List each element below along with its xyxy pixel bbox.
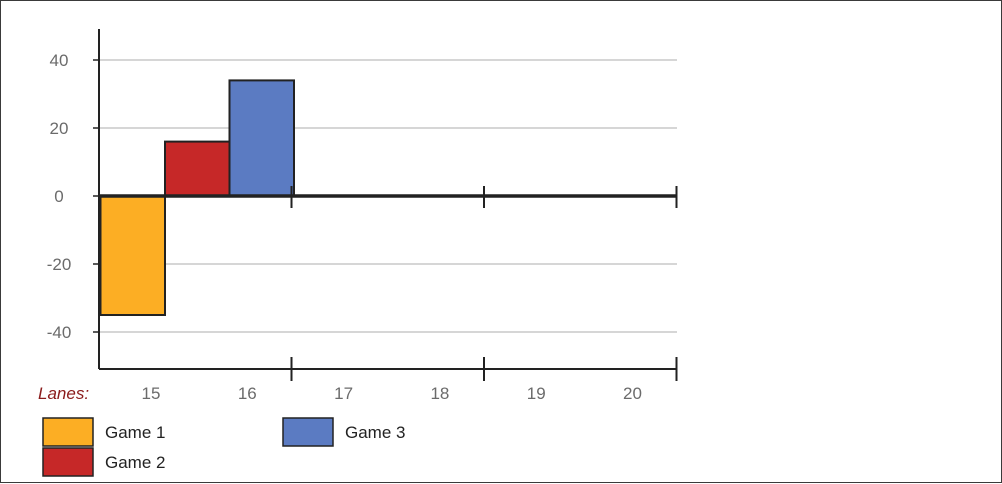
bar-game-1 — [99, 195, 166, 316]
legend-label: Game 1 — [105, 423, 165, 442]
gridlines — [99, 59, 677, 333]
y-tick-label: -20 — [47, 255, 72, 274]
x-tick-label: 17 — [334, 384, 353, 403]
x-tick-label: 19 — [527, 384, 546, 403]
y-tick-label: 40 — [50, 51, 69, 70]
legend-label: Game 3 — [345, 423, 405, 442]
y-tick-label: -40 — [47, 323, 72, 342]
y-tick-labels: 40 20 0 -20 -40 — [47, 51, 72, 342]
legend-label: Game 2 — [105, 453, 165, 472]
x-axis-prefix: Lanes: — [38, 384, 89, 403]
x-tick-label: 16 — [238, 384, 257, 403]
legend-swatch — [42, 447, 94, 477]
legend: Game 1 Game 2 Game 3 — [42, 417, 405, 477]
x-tick-label: 15 — [142, 384, 161, 403]
x-tick-labels: Lanes: 15 16 17 18 19 20 — [38, 384, 642, 403]
x-tick-label: 18 — [430, 384, 449, 403]
legend-swatch — [42, 417, 94, 447]
bar-game-2 — [164, 140, 231, 198]
y-tick-label: 20 — [50, 119, 69, 138]
y-tick-label: 0 — [54, 187, 63, 206]
legend-swatch — [282, 417, 334, 447]
x-tick-label: 20 — [623, 384, 642, 403]
bar-game-3 — [228, 79, 295, 197]
axes — [93, 29, 678, 381]
